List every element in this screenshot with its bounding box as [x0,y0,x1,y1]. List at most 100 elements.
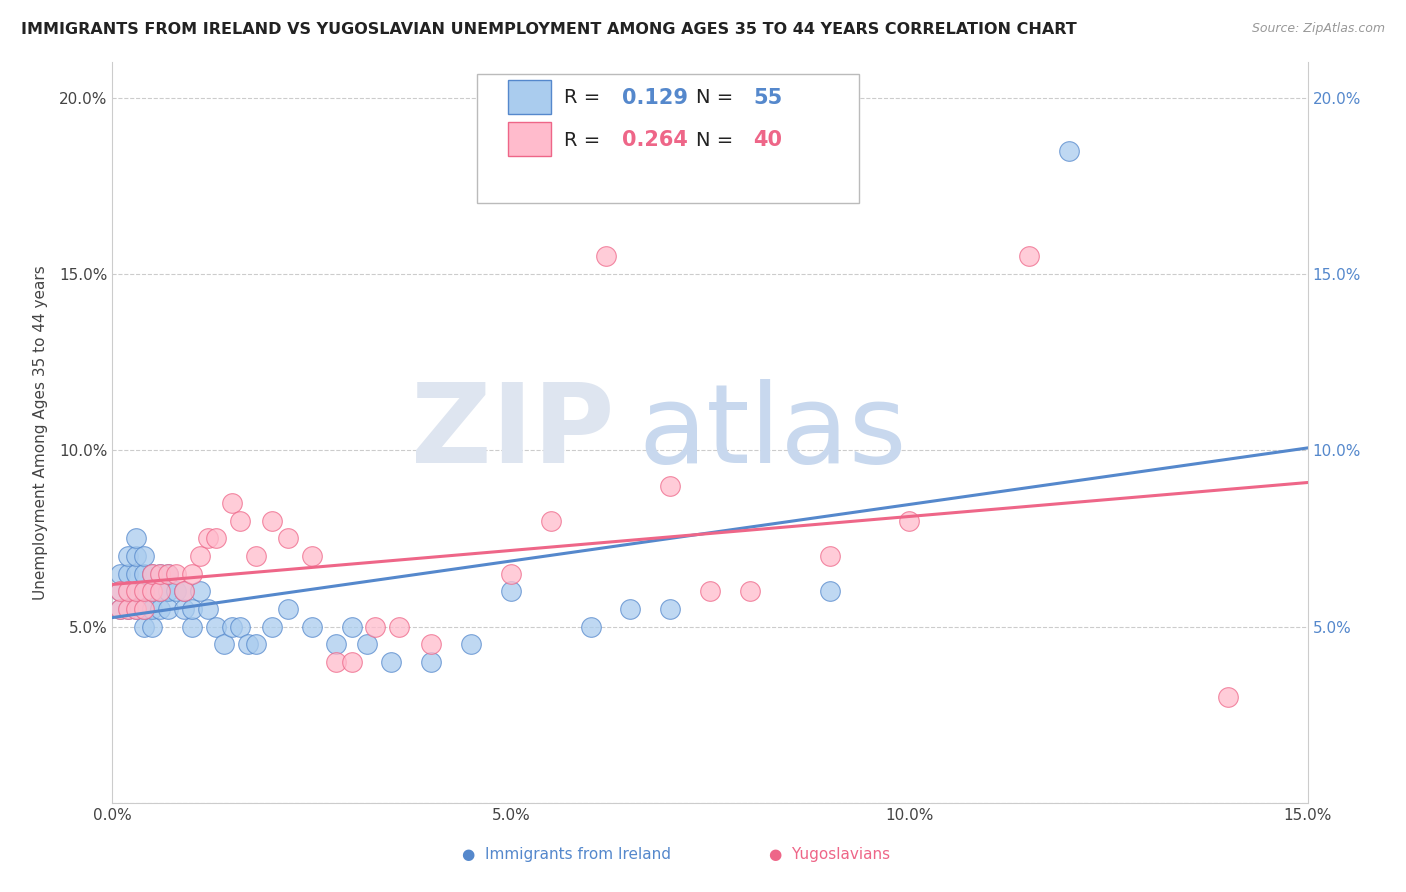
Point [277,532,299,546]
Text: ZIP: ZIP [411,379,614,486]
Text: ●  Yugoslavians: ● Yugoslavians [769,847,890,863]
Point [364,619,387,633]
Point [149,584,172,599]
Point [157,602,180,616]
Point [141,602,163,616]
Point [141,566,163,581]
Text: Source: ZipAtlas.com: Source: ZipAtlas.com [1251,22,1385,36]
Point [205,532,228,546]
Point [197,532,219,546]
Point [110,584,132,599]
FancyBboxPatch shape [508,80,551,114]
Point [117,566,139,581]
Point [818,549,841,563]
Point [325,637,347,651]
Point [340,619,363,633]
Point [236,637,259,651]
Text: N =: N = [696,88,740,107]
Point [205,619,228,633]
Point [420,655,443,669]
Point [245,549,267,563]
Point [499,566,522,581]
Point [325,655,347,669]
Point [229,619,252,633]
Text: ●  Immigrants from Ireland: ● Immigrants from Ireland [463,847,671,863]
Point [659,478,682,492]
Point [212,637,235,651]
Point [579,619,602,633]
Point [110,602,132,616]
Point [659,602,682,616]
Point [125,584,148,599]
Point [221,619,243,633]
Point [197,602,219,616]
Point [499,584,522,599]
Point [460,637,482,651]
Point [301,549,323,563]
Text: 0.129: 0.129 [621,88,688,108]
Point [188,549,211,563]
Point [181,566,204,581]
Point [157,566,180,581]
Point [141,619,163,633]
Point [1057,144,1080,158]
Point [125,602,148,616]
Point [173,584,195,599]
Point [149,566,172,581]
Point [181,602,204,616]
Point [125,532,148,546]
Point [125,584,148,599]
Point [388,619,411,633]
Point [141,566,163,581]
Text: R =: R = [564,88,607,107]
Point [1216,690,1239,704]
Point [165,566,187,581]
Text: N =: N = [696,130,740,150]
Point [134,619,156,633]
Point [181,619,204,633]
Text: R =: R = [564,130,607,150]
Point [149,566,172,581]
Point [245,637,267,651]
Point [229,514,252,528]
Point [157,566,180,581]
Point [420,637,443,651]
Text: 40: 40 [754,130,782,150]
Point [188,584,211,599]
Point [134,549,156,563]
Point [221,496,243,510]
Point [117,602,139,616]
Point [260,514,283,528]
Point [134,566,156,581]
Text: 55: 55 [754,88,782,108]
FancyBboxPatch shape [477,73,859,203]
FancyBboxPatch shape [508,122,551,156]
Point [149,584,172,599]
Point [356,637,378,651]
Point [134,602,156,616]
Point [1018,249,1040,263]
Point [117,584,139,599]
Point [117,602,139,616]
Point [738,584,761,599]
Point [149,602,172,616]
Point [619,602,641,616]
Point [125,549,148,563]
Point [141,584,163,599]
Point [173,584,195,599]
Point [134,584,156,599]
Point [540,514,562,528]
Point [117,549,139,563]
Point [699,584,721,599]
Point [898,514,921,528]
Text: 0.264: 0.264 [621,130,688,150]
Point [110,584,132,599]
Text: atlas: atlas [638,379,907,486]
Point [134,602,156,616]
Point [380,655,402,669]
Point [141,584,163,599]
Point [277,602,299,616]
Point [125,566,148,581]
Point [125,602,148,616]
Point [818,584,841,599]
